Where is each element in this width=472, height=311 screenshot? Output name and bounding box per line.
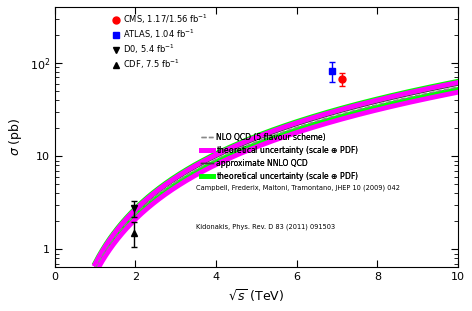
Legend: NLO QCD (5 flavour scheme), theoretical uncertainty (scale $\oplus$ PDF), approx: NLO QCD (5 flavour scheme), theoretical … [200,131,360,184]
X-axis label: $\sqrt{s}$ (TeV): $\sqrt{s}$ (TeV) [228,287,285,304]
Text: Campbell, Frederix, Maltoni, Tramontano, JHEP 10 (2009) 042: Campbell, Frederix, Maltoni, Tramontano,… [196,184,400,191]
Y-axis label: $\sigma$ (pb): $\sigma$ (pb) [7,118,24,156]
Text: Kidonakis, Phys. Rev. D 83 (2011) 091503: Kidonakis, Phys. Rev. D 83 (2011) 091503 [196,223,335,230]
